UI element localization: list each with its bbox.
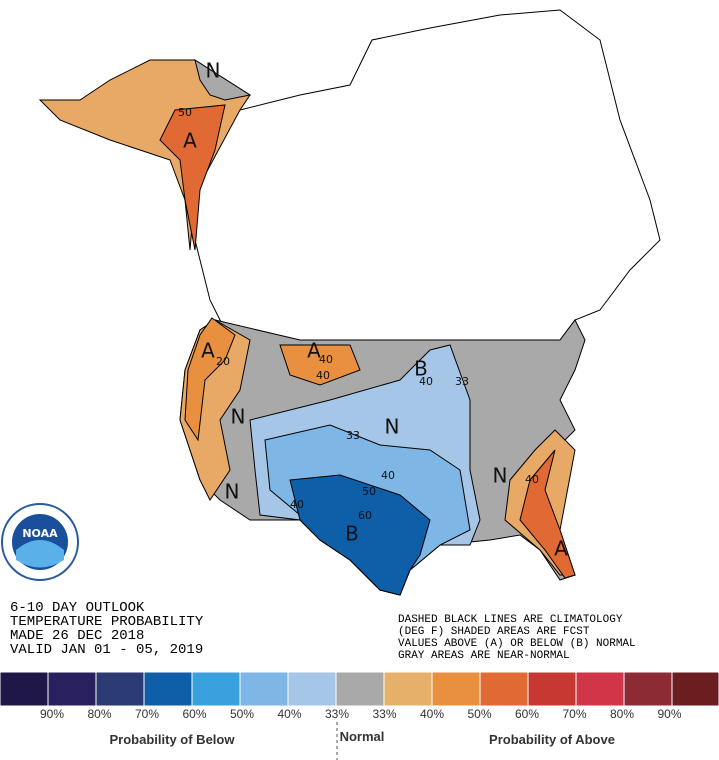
map-label: 20 [216, 355, 230, 368]
swatch [671, 671, 719, 707]
note-line: DASHED BLACK LINES ARE CLIMATOLOGY [398, 614, 623, 626]
legend-above: Probability of Above [489, 732, 615, 747]
southeast-above-dark [519, 449, 576, 579]
title-line: VALID JAN 01 - 05, 2019 [10, 642, 203, 658]
map-label: 40 [319, 353, 333, 366]
title-line: 6-10 DAY OUTLOOK [10, 600, 145, 616]
map-label: B [414, 357, 428, 381]
map-label: 40 [419, 375, 433, 388]
swatch [335, 671, 385, 707]
logo-wave [16, 540, 64, 568]
map-label: 33 [346, 429, 360, 442]
legend-label: 70% [135, 707, 159, 721]
map-label: N [206, 59, 221, 83]
legend-swatches [0, 671, 719, 707]
swatch [143, 671, 193, 707]
notes: DASHED BLACK LINES ARE CLIMATOLOGY (DEG … [398, 614, 636, 662]
map-label: 40 [381, 469, 395, 482]
north-plains-above [279, 344, 361, 386]
map-label: A [307, 339, 321, 363]
legend-label: 80% [610, 707, 634, 721]
map-label: A [183, 129, 197, 153]
legend-label: 90% [657, 707, 681, 721]
swatch [431, 671, 481, 707]
legend-label: 50% [230, 707, 254, 721]
legend-label: 33% [325, 707, 349, 721]
legend-normal: Normal [340, 729, 385, 744]
map-label: N [385, 415, 400, 439]
swatch [0, 671, 49, 707]
swatch [191, 671, 241, 707]
map-label: 33 [455, 375, 469, 388]
map-label: N [225, 480, 240, 504]
note-line: VALUES ABOVE (A) OR BELOW (B) NORMAL [398, 638, 636, 650]
legend-label: 60% [182, 707, 206, 721]
alaska-gray [194, 58, 252, 101]
legend-label: 33% [372, 707, 396, 721]
legend-labels: 90% 80% 70% 60% 50% 40% 33% 33% 40% 50% 60% 70% 80% 9… [40, 707, 682, 721]
swatch [623, 671, 673, 707]
map-label: 60 [358, 509, 372, 522]
legend-label: 70% [562, 707, 586, 721]
swatch [95, 671, 145, 707]
swatch [287, 671, 337, 707]
legend-label: 40% [420, 707, 444, 721]
swatch [479, 671, 529, 707]
map-label: A [554, 537, 568, 561]
swatch [575, 671, 625, 707]
legend-label: 90% [40, 707, 64, 721]
legend-below: Probability of Below [110, 732, 236, 747]
title-line: TEMPERATURE PROBABILITY [10, 614, 204, 630]
canada [189, 9, 661, 341]
map-label: B [345, 522, 359, 546]
legend-label: 40% [277, 707, 301, 721]
south-below-strong [289, 474, 431, 596]
logo-text: NOAA [22, 527, 58, 540]
map-label: N [493, 464, 508, 488]
west-coast-above-dark [184, 317, 236, 442]
swatch [239, 671, 289, 707]
map-label: 50 [178, 106, 192, 119]
title-line: MADE 26 DEC 2018 [10, 628, 144, 644]
note-line: GRAY AREAS ARE NEAR-NORMAL [398, 650, 570, 662]
swatch [47, 671, 97, 707]
map-label: N [231, 405, 246, 429]
title-block: 6-10 DAY OUTLOOK TEMPERATURE PROBABILITY… [10, 600, 204, 658]
map-label: 50 [362, 485, 376, 498]
map-label: A [201, 339, 215, 363]
legend-label: 50% [467, 707, 491, 721]
map-labels: N A 50 A 20 A 40 40 N N B 40 33 N 33 40 … [178, 59, 568, 561]
swatch [527, 671, 577, 707]
legend-label: 60% [515, 707, 539, 721]
map-label: 40 [316, 369, 330, 382]
swatch [383, 671, 433, 707]
note-line: (DEG F) SHADED AREAS ARE FCST [398, 626, 590, 638]
map-label: 40 [525, 473, 539, 486]
map-label: 40 [290, 498, 304, 511]
alaska-red [159, 104, 226, 251]
map [38, 9, 661, 596]
legend-label: 80% [87, 707, 111, 721]
noaa-logo: NOAA [1, 503, 79, 581]
